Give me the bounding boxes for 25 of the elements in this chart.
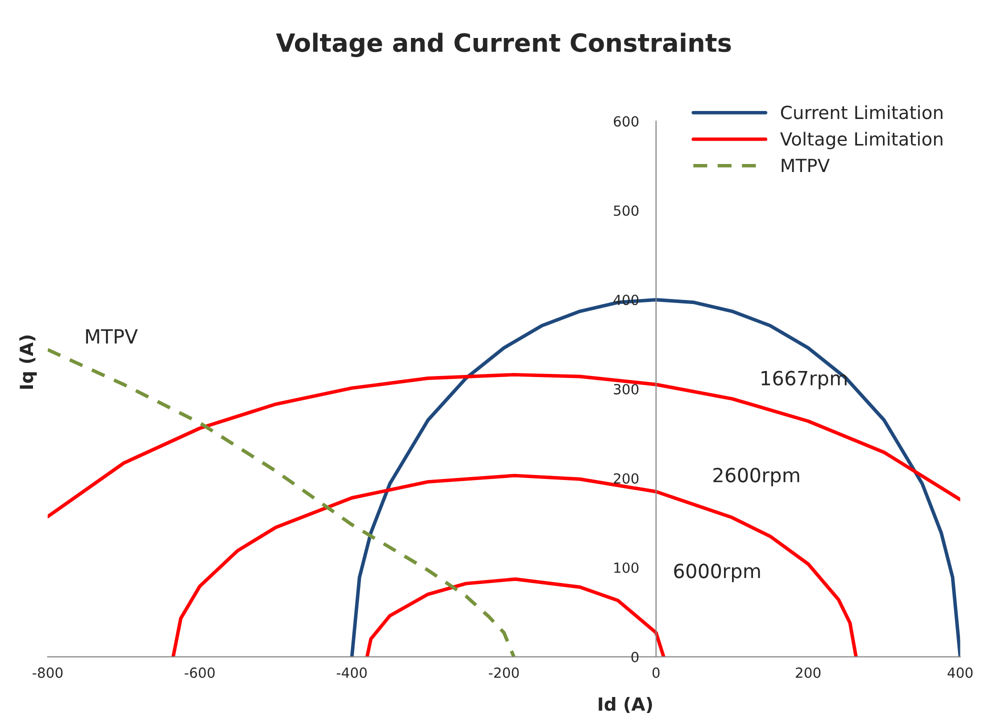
y-tick-label: 100	[614, 562, 638, 573]
annotation: MTPV	[86, 329, 138, 344]
annotation: 2600rpm	[713, 468, 800, 486]
x-tick-label: 400	[948, 667, 973, 678]
x-axis-title: Id (A)	[598, 696, 652, 714]
x-tick-label: -400	[336, 667, 367, 678]
x-tick-label: 0	[652, 667, 660, 678]
line-series	[48, 372, 960, 518]
x-tick-label: 200	[796, 667, 820, 678]
annotation: 1667rpm	[762, 370, 847, 390]
legend-label: Voltage Limitation	[780, 132, 942, 150]
annotation: 6000rpm	[674, 564, 760, 582]
y-axis-title: Iq (A)	[19, 336, 37, 389]
legend-label: Current Limitation	[781, 105, 942, 120]
x-tick-label: -200	[488, 667, 519, 678]
y-tick-label: 500	[614, 205, 638, 216]
y-tick-label: 600	[614, 116, 638, 127]
legend-label: MTPV	[782, 158, 830, 172]
chart-title: Voltage and Current Constraints	[276, 32, 731, 58]
x-tick-label: -600	[184, 667, 215, 678]
y-tick-label: 300	[614, 384, 638, 394]
y-tick-label: 200	[614, 473, 638, 484]
y-tick-label: 400	[614, 294, 638, 306]
line-series	[48, 348, 516, 657]
x-tick-label: -800	[32, 667, 63, 678]
